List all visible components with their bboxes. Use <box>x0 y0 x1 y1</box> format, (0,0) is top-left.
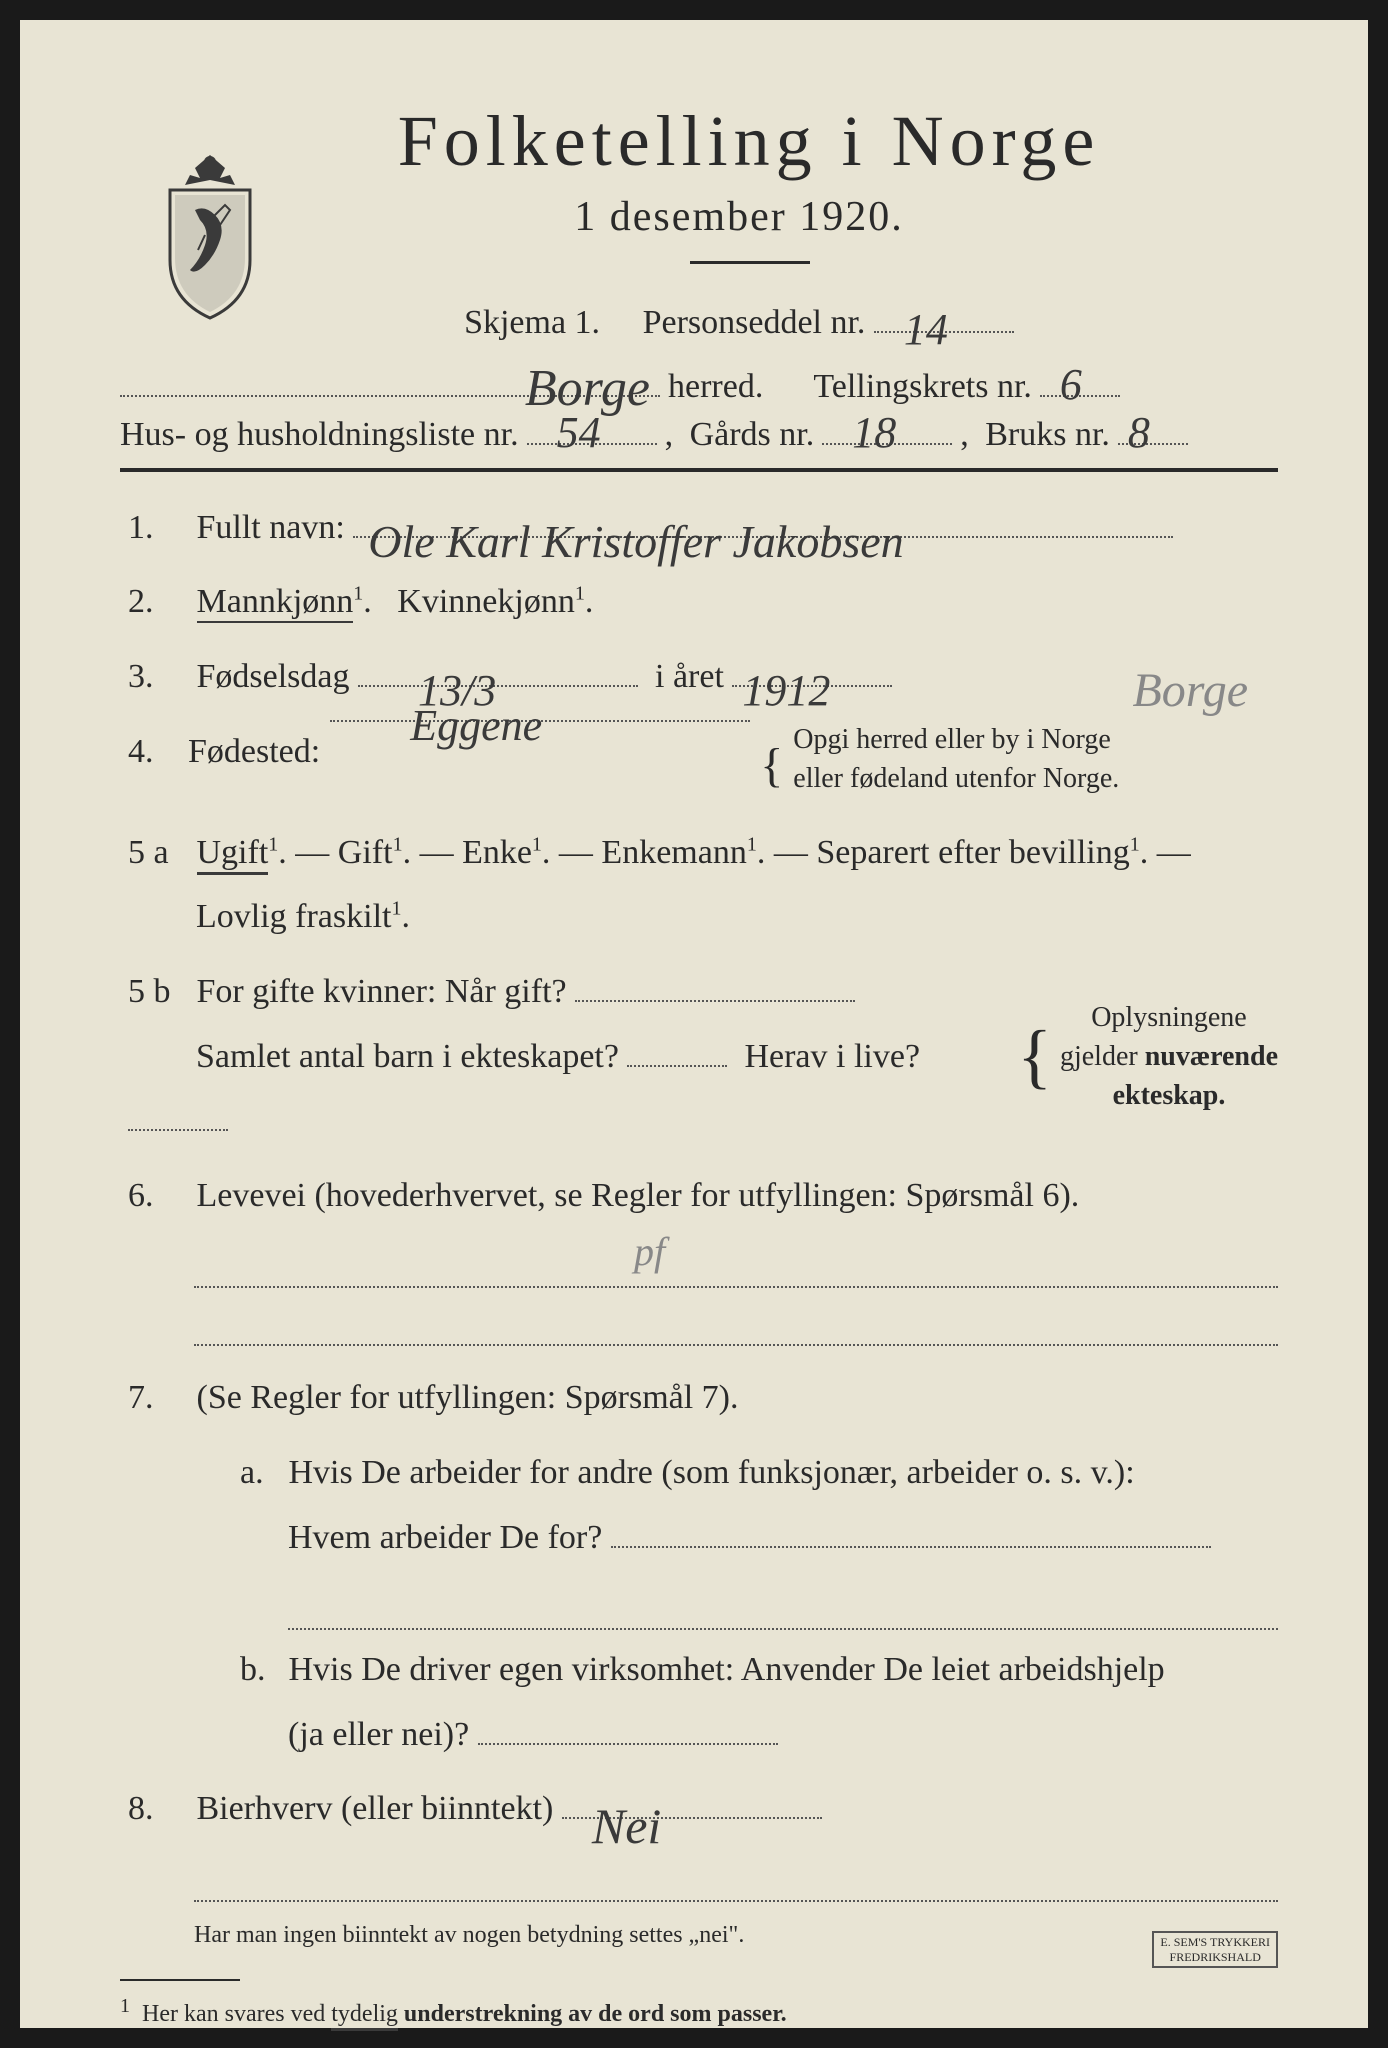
sup-g: 1 <box>393 833 403 855</box>
q5b-l3: Herav i live? <box>744 1038 920 1075</box>
q3-year-label: i året <box>655 658 724 695</box>
form-title: Folketelling i Norge <box>220 100 1278 183</box>
sup-e: 1 <box>532 833 542 855</box>
sup-em: 1 <box>747 833 757 855</box>
bruks-label: Bruks nr. <box>985 416 1110 454</box>
q5a: 5 a Ugift1. — Gift1. — Enke1. — Enkemann… <box>120 821 1278 950</box>
q2-mann: Mannkjønn <box>197 583 354 623</box>
gards-nr: 18 <box>852 407 896 458</box>
q7b: b. Hvis De driver egen virksomhet: Anven… <box>120 1638 1278 1767</box>
form-header: Folketelling i Norge 1 desember 1920. <box>120 100 1278 264</box>
q5b-note: Oplysningene gjelder nuværende ekteskap. <box>1060 998 1278 1116</box>
tellingskrets-label: Tellingskrets nr. <box>813 368 1032 406</box>
q3-annotation: Borge <box>1132 645 1248 736</box>
footnote-1: 1 Her kan svares ved tydelig understrekn… <box>120 1995 1278 2028</box>
q4: 4. Fødested: Eggene { Opgi herred eller … <box>120 720 1278 811</box>
q7a-t1: Hvis De arbeider for andre (som funksjon… <box>289 1454 1135 1491</box>
q5a-gift: Gift <box>338 834 393 871</box>
sup-u: 1 <box>268 833 278 855</box>
form-date: 1 desember 1920. <box>200 193 1278 241</box>
q4-label: Fødested: <box>188 720 320 785</box>
q2-num: 2. <box>128 570 188 635</box>
skjema-label: Skjema 1. <box>464 304 600 341</box>
q5b-num: 5 b <box>128 960 188 1025</box>
q6-annotation: pf <box>634 1228 665 1275</box>
gards-label: Gårds nr. <box>690 416 815 454</box>
q7a: a. Hvis De arbeider for andre (som funks… <box>120 1441 1278 1570</box>
q5a-ugift: Ugift <box>197 834 269 875</box>
q8-label: Bierhverv (eller biinntekt) <box>197 1790 554 1827</box>
printer-mark: E. SEM'S TRYKKERI FREDRIKSHALD <box>1152 1931 1278 1968</box>
hus-label: Hus- og husholdningsliste nr. <box>120 416 519 454</box>
q6-blank1: pf <box>194 1238 1278 1288</box>
personseddel-nr: 14 <box>904 293 948 368</box>
divider-1 <box>120 468 1278 472</box>
q4-num: 4. <box>128 720 188 785</box>
q7b-t2: (ja eller nei)? <box>288 1716 469 1753</box>
q6: 6. Levevei (hovederhvervet, se Regler fo… <box>120 1164 1278 1229</box>
q3-label: Fødselsdag <box>197 658 350 695</box>
q2-sup1: 1 <box>353 583 363 605</box>
q8-num: 8. <box>128 1777 188 1842</box>
q6-num: 6. <box>128 1164 188 1229</box>
footer-note: Har man ingen biinntekt av nogen betydni… <box>194 1922 1278 1949</box>
q8: 8. Bierhverv (eller biinntekt) Nei <box>120 1777 1278 1842</box>
tellingskrets-nr: 6 <box>1060 359 1082 410</box>
q6-label: Levevei (hovederhvervet, se Regler for u… <box>197 1177 1080 1214</box>
q7b-t1: Hvis De driver egen virksomhet: Anvender… <box>289 1651 1165 1688</box>
footnote-num: 1 <box>120 1995 130 2017</box>
sup-f: 1 <box>391 898 401 920</box>
q7-label: (Se Regler for utfyllingen: Spørsmål 7). <box>197 1379 739 1416</box>
q5b: 5 b For gifte kvinner: Når gift? Samlet … <box>120 960 1278 1154</box>
q7-num: 7. <box>128 1366 188 1431</box>
q5b-l1: For gifte kvinner: Når gift? <box>197 973 567 1010</box>
q4-note-l2: eller fødeland utenfor Norge. <box>793 763 1119 794</box>
printer-l2: FREDRIKSHALD <box>1170 1950 1261 1964</box>
q5a-fraskilt: Lovlig fraskilt <box>196 898 391 935</box>
footnote-rule <box>120 1979 240 1981</box>
q7a-t2: Hvem arbeider De for? <box>288 1519 602 1556</box>
q5a-num: 5 a <box>128 821 188 886</box>
q2-sup2: 1 <box>575 583 585 605</box>
q3-year: 1912 <box>742 649 830 733</box>
herred-line: Borge herred. Tellingskrets nr. 6 <box>120 368 1278 406</box>
q3: 3. Fødselsdag 13/3 i året 1912 Borge <box>120 645 1278 710</box>
q1-value: Ole Karl Kristoffer Jakobsen <box>368 498 903 585</box>
census-form-page: Folketelling i Norge 1 desember 1920. Sk… <box>20 20 1368 2028</box>
q5a-separert: Separert efter bevilling <box>816 834 1129 871</box>
printer-l1: E. SEM'S TRYKKERI <box>1160 1935 1270 1949</box>
q5b-n1: Oplysningene <box>1091 1002 1247 1033</box>
q7a-blank <box>288 1580 1278 1630</box>
q7b-label: b. <box>240 1638 280 1703</box>
q7a-label: a. <box>240 1441 280 1506</box>
q4-value: Eggene <box>410 684 542 768</box>
q5a-enkemann: Enkemann <box>601 834 746 871</box>
q1: 1. Fullt navn: Ole Karl Kristoffer Jakob… <box>120 496 1278 561</box>
sup-s: 1 <box>1130 833 1140 855</box>
q7: 7. (Se Regler for utfyllingen: Spørsmål … <box>120 1366 1278 1431</box>
q2-kvinne: Kvinnekjønn <box>397 583 575 620</box>
q3-num: 3. <box>128 645 188 710</box>
q6-blank2 <box>194 1296 1278 1346</box>
herred-label: herred. <box>668 368 763 406</box>
hus-nr: 54 <box>557 407 601 458</box>
hus-line: Hus- og husholdningsliste nr. 54 , Gårds… <box>120 416 1278 454</box>
q8-blank <box>194 1852 1278 1902</box>
q1-num: 1. <box>128 496 188 561</box>
q5a-enke: Enke <box>462 834 532 871</box>
bruks-nr: 8 <box>1128 407 1150 458</box>
skjema-line: Skjema 1. Personseddel nr. 14 <box>200 294 1278 352</box>
q1-label: Fullt navn: <box>197 509 345 546</box>
q4-note: Opgi herred eller by i Norge eller fødel… <box>793 720 1119 798</box>
header-divider <box>690 261 810 264</box>
q4-note-l1: Opgi herred eller by i Norge <box>793 724 1111 755</box>
q5b-l2: Samlet antal barn i ekteskapet? <box>196 1038 619 1075</box>
personseddel-label: Personseddel nr. <box>643 304 866 341</box>
